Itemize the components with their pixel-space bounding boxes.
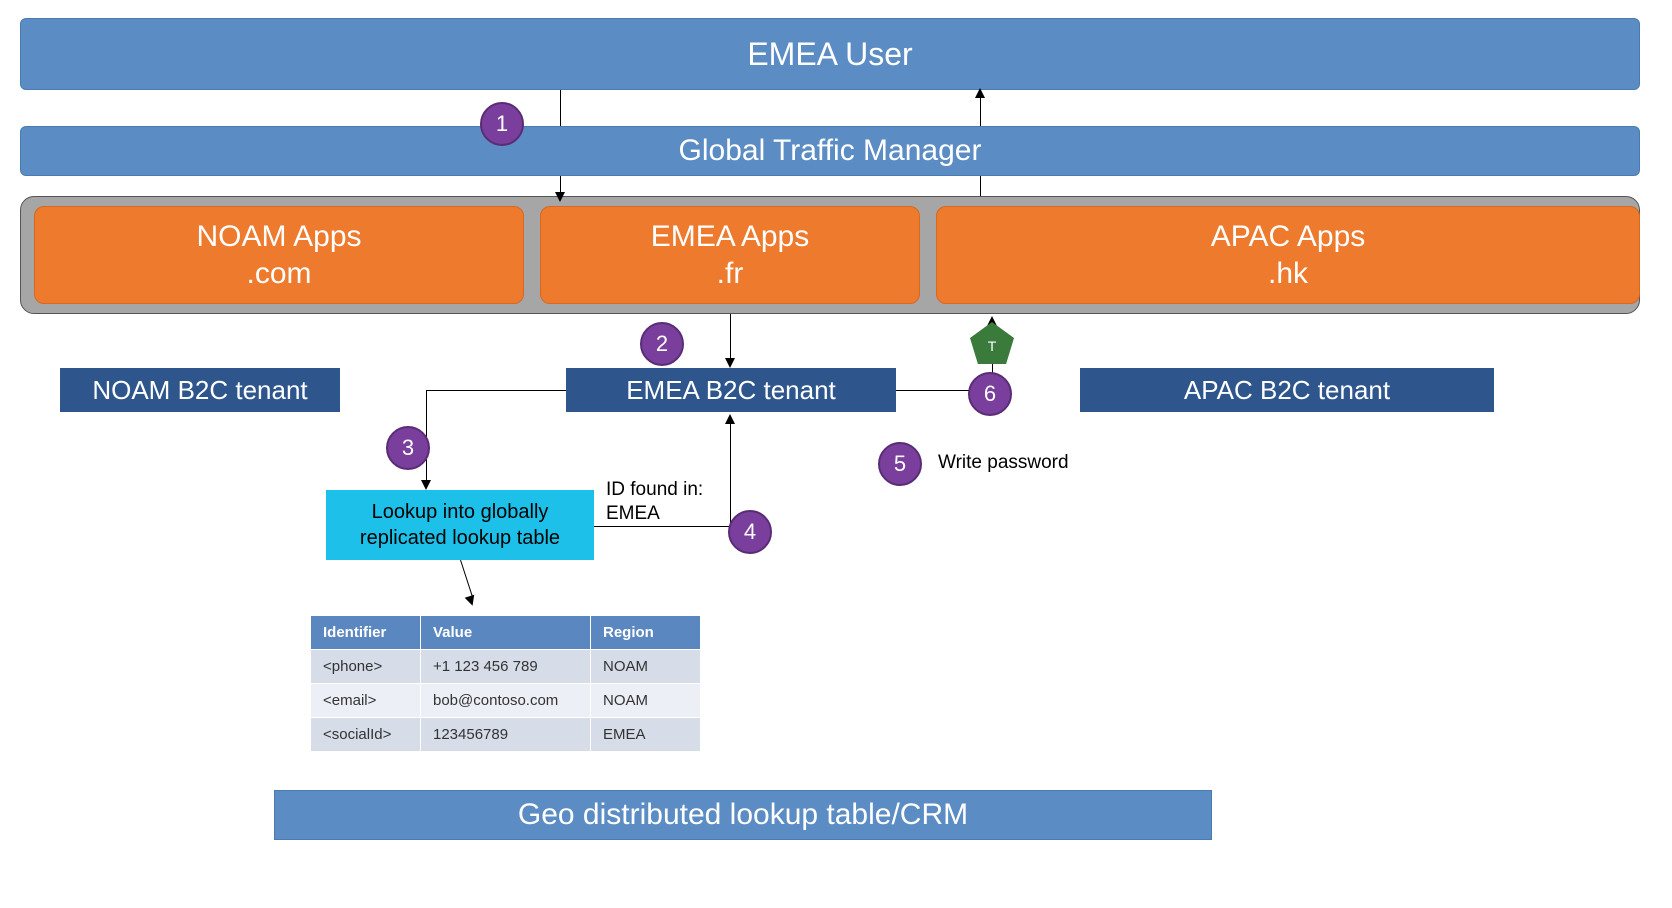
step-2-label: 2: [656, 331, 668, 357]
cell: NOAM: [591, 650, 701, 684]
emea-tenant-box: EMEA B2C tenant: [566, 368, 896, 412]
arrow-user-to-gtm: [560, 90, 561, 126]
line-tenant-left: [426, 390, 566, 391]
arrow-lookup-up-head: [725, 414, 735, 424]
cell: NOAM: [591, 684, 701, 718]
id-found-line2: EMEA: [606, 502, 703, 526]
emea-apps-line1: EMEA Apps: [651, 218, 809, 256]
apac-tenant-label: APAC B2C tenant: [1184, 375, 1390, 406]
cell: <email>: [311, 684, 421, 718]
cell: bob@contoso.com: [421, 684, 591, 718]
step-6-label: 6: [984, 381, 996, 407]
arrow-app-to-gtm: [980, 176, 981, 196]
arrow-to-lookup-head: [421, 480, 431, 490]
traffic-manager-label: Global Traffic Manager: [679, 134, 982, 168]
cell: EMEA: [591, 718, 701, 752]
step-3-circle: 3: [386, 426, 430, 470]
step-4-label: 4: [744, 519, 756, 545]
line-lookup-to-table: [460, 560, 473, 598]
noam-apps-line1: NOAM Apps: [196, 218, 361, 256]
id-found-line1: ID found in:: [606, 478, 703, 502]
arrow-app-to-tenant: [730, 314, 731, 364]
arrow-app-to-tenant-head: [725, 358, 735, 368]
bottom-bar: Geo distributed lookup table/CRM: [274, 790, 1212, 840]
emea-user-bar: EMEA User: [20, 18, 1640, 90]
emea-tenant-label: EMEA B2C tenant: [626, 375, 836, 406]
step-5-label: 5: [894, 451, 906, 477]
write-password-annotation: Write password: [938, 452, 1069, 474]
emea-apps-line2: .fr: [717, 255, 744, 293]
noam-tenant-label: NOAM B2C tenant: [92, 375, 307, 406]
line-lookup-right: [594, 526, 730, 527]
arrow-lookup-to-table-head: [465, 595, 478, 608]
emea-user-label: EMEA User: [747, 36, 912, 73]
pentagon-label: T: [988, 338, 997, 354]
emea-apps-box: EMEA Apps .fr: [540, 206, 920, 304]
cell: 123456789: [421, 718, 591, 752]
apac-apps-line2: .hk: [1268, 255, 1308, 293]
step-3-label: 3: [402, 435, 414, 461]
cell: <phone>: [311, 650, 421, 684]
noam-apps-line2: .com: [246, 255, 311, 293]
col-value: Value: [421, 616, 591, 650]
traffic-manager-bar: Global Traffic Manager: [20, 126, 1640, 176]
table-header-row: Identifier Value Region: [311, 616, 701, 650]
step-6-circle: 6: [968, 372, 1012, 416]
col-region: Region: [591, 616, 701, 650]
arrow-gtm-to-app-head: [555, 192, 565, 202]
noam-tenant-box: NOAM B2C tenant: [60, 368, 340, 412]
cell: +1 123 456 789: [421, 650, 591, 684]
lookup-line1: Lookup into globally: [372, 499, 549, 525]
id-found-annotation: ID found in: EMEA: [606, 478, 703, 526]
lookup-box: Lookup into globally replicated lookup t…: [326, 490, 594, 560]
write-password-text: Write password: [938, 452, 1069, 473]
step-2-circle: 2: [640, 322, 684, 366]
apac-apps-box: APAC Apps .hk: [936, 206, 1640, 304]
lookup-line2: replicated lookup table: [360, 525, 560, 551]
table-row: <email> bob@contoso.com NOAM: [311, 684, 701, 718]
step-4-circle: 4: [728, 510, 772, 554]
table-row: <socialId> 123456789 EMEA: [311, 718, 701, 752]
table-row: <phone> +1 123 456 789 NOAM: [311, 650, 701, 684]
step-1-circle: 1: [480, 102, 524, 146]
apac-tenant-box: APAC B2C tenant: [1080, 368, 1494, 412]
line-lookup-up: [730, 422, 731, 527]
noam-apps-box: NOAM Apps .com: [34, 206, 524, 304]
col-identifier: Identifier: [311, 616, 421, 650]
token-pentagon: T: [970, 322, 1014, 364]
apac-apps-line1: APAC Apps: [1211, 218, 1366, 256]
bottom-bar-label: Geo distributed lookup table/CRM: [518, 798, 968, 832]
lookup-table: Identifier Value Region <phone> +1 123 4…: [310, 615, 701, 752]
step-1-label: 1: [496, 111, 508, 137]
step-5-circle: 5: [878, 442, 922, 486]
cell: <socialId>: [311, 718, 421, 752]
arrow-gtm-to-user-head: [975, 88, 985, 98]
